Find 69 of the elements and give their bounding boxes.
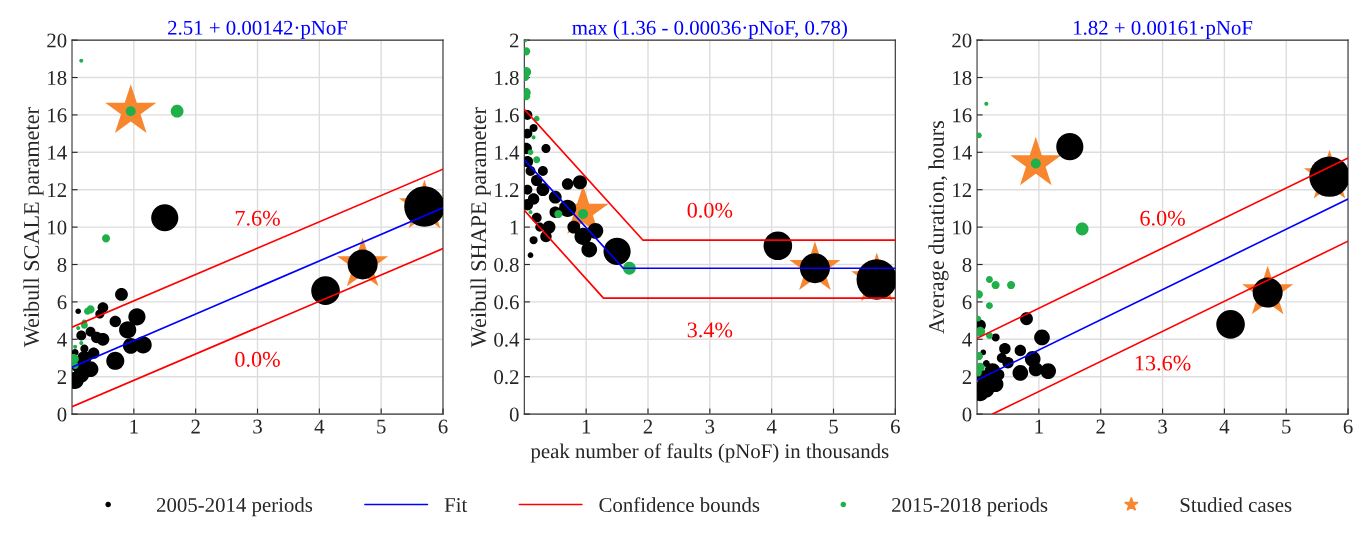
y-tick-label: 0 [509, 407, 519, 422]
y-tick-label: 20 [952, 33, 972, 48]
y-tick-label: 4 [57, 332, 67, 347]
y-tick-label: 1.8 [495, 70, 519, 86]
y-tick-label: 16 [953, 108, 972, 123]
y-tick-label: 1.4 [495, 145, 520, 160]
x-tick-label: 4 [1219, 419, 1230, 434]
annotation: 6.0% [1140, 210, 1185, 226]
y-axis-title: Weibull SCALE parameter [23, 107, 44, 348]
y-tick-label: 18 [48, 70, 67, 85]
y-tick-label: 12 [953, 183, 972, 197]
legend-label: Confidence bounds [599, 497, 760, 513]
x-tick-label: 6 [1343, 419, 1353, 434]
legend-label: 2005-2014 periods [156, 497, 313, 517]
x-tick-label: 4 [314, 419, 325, 434]
x-tick-label: 4 [766, 419, 777, 434]
annotation: 0.0% [687, 202, 733, 218]
legend-label: Studied cases [1180, 497, 1292, 513]
x-tick-label: 5 [1282, 419, 1291, 434]
legend-label: Fit [444, 498, 468, 513]
y-tick-label: 8 [57, 257, 67, 272]
y-tick-label: 2 [57, 370, 66, 384]
annotation: 7.6% [235, 210, 280, 226]
y-tick-label: 4 [962, 332, 972, 347]
y-tick-label: 6 [57, 295, 67, 310]
y-tick-label: 0 [962, 407, 972, 422]
y-tick-label: 0.4 [494, 332, 520, 347]
chart-title: 2.51 + 0.00142·pNoF [168, 20, 348, 40]
y-tick-label: 0.8 [494, 257, 519, 273]
y-tick-label: 16 [48, 108, 67, 123]
y-tick-label: 2 [509, 33, 519, 48]
y-tick-label: 1.6 [495, 108, 519, 123]
x-tick-label: 6 [891, 419, 900, 434]
y-axis-title: Average duration, hours [928, 121, 949, 334]
y-axis-title: Weibull SHAPE parameter [470, 107, 491, 348]
x-tick-label: 1 [130, 419, 138, 434]
y-tick-label: 14 [953, 145, 972, 160]
x-tick-label: 5 [829, 419, 838, 434]
x-tick-label: 5 [377, 419, 386, 434]
x-tick-label: 1 [582, 419, 591, 434]
y-tick-label: 1.2 [495, 183, 519, 198]
y-tick-label: 8 [962, 257, 972, 272]
y-tick-label: 0.6 [494, 295, 519, 310]
x-tick-label: 3 [705, 419, 715, 434]
x-tick-label: 1 [1035, 419, 1043, 434]
y-tick-label: 6 [962, 295, 972, 310]
x-axis-title: peak number of faults (pNoF) in thousands [530, 443, 889, 463]
y-tick-label: 0.2 [494, 370, 519, 385]
y-tick-label: 14 [48, 145, 67, 160]
legend-label: 2015-2018 periods [892, 497, 1048, 517]
chart-title: max (1.36 - 0.00036·pNoF, 0.78) [572, 20, 847, 40]
x-tick-label: 2 [1096, 419, 1105, 434]
x-tick-label: 3 [1158, 419, 1167, 434]
x-tick-label: 2 [191, 419, 200, 434]
annotation: 3.4% [687, 322, 733, 338]
x-tick-label: 6 [438, 419, 448, 434]
y-tick-label: 18 [953, 70, 972, 85]
x-tick-label: 3 [253, 419, 262, 434]
y-tick-label: 0 [57, 407, 67, 422]
x-tick-label: 2 [643, 419, 653, 434]
annotation: 13.6% [1135, 355, 1191, 371]
y-tick-label: 10 [48, 220, 67, 235]
y-tick-label: 12 [48, 183, 66, 197]
y-tick-label: 10 [953, 220, 972, 235]
y-tick-label: 1 [510, 220, 519, 235]
annotation: 0.0% [235, 351, 280, 367]
chart-title: 1.82 + 0.00161·pNoF [1074, 20, 1253, 40]
y-tick-label: 2 [962, 370, 972, 384]
y-tick-label: 20 [47, 33, 67, 48]
